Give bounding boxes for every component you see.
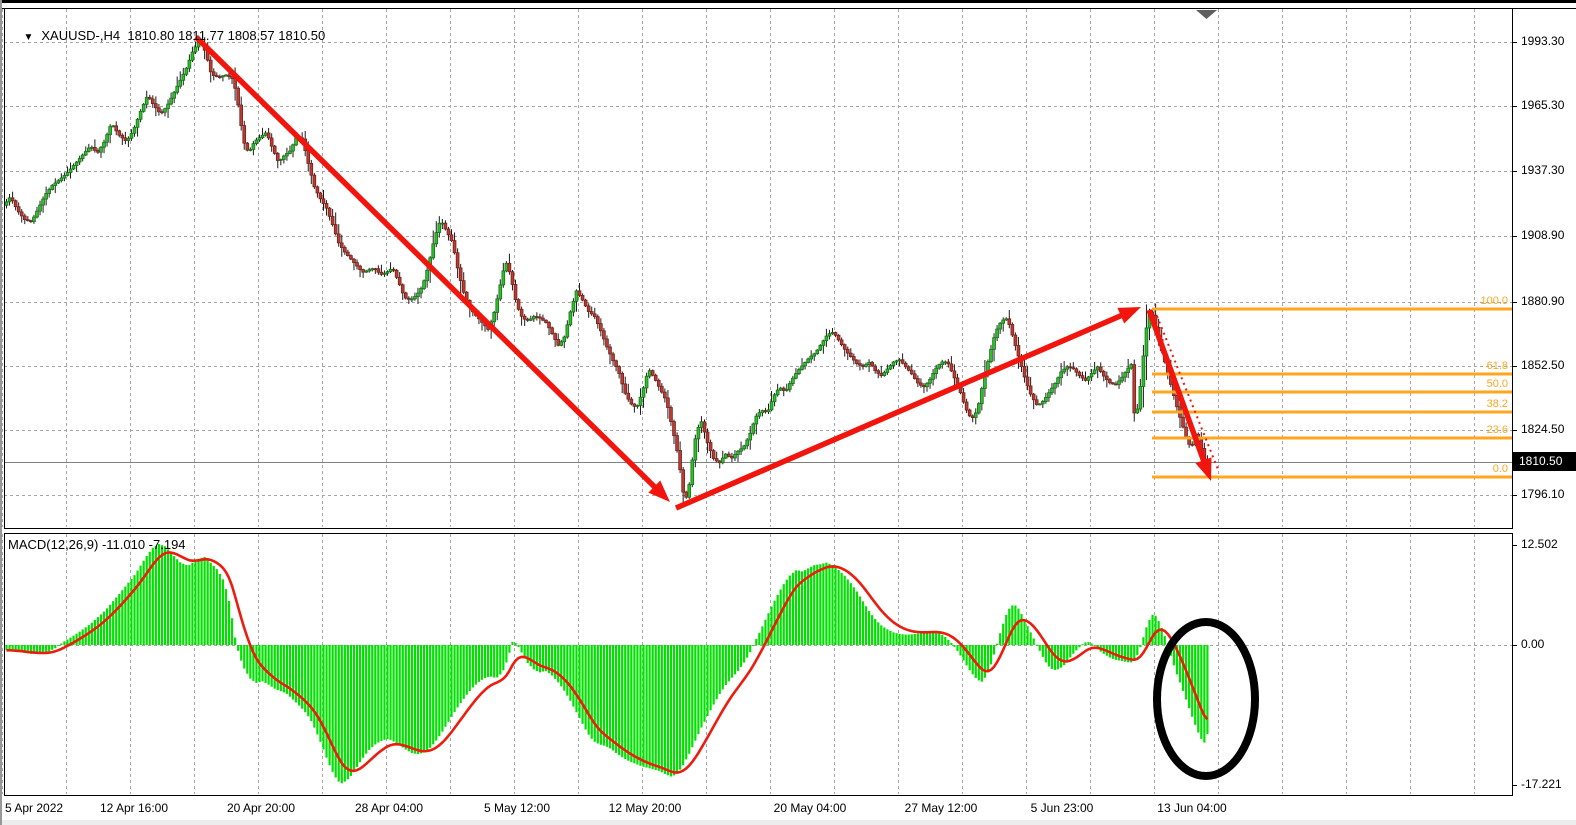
price-axis-label: 1880.90 — [1521, 294, 1565, 308]
window-left-edge — [0, 0, 2, 825]
macd-signal-line — [6, 551, 1209, 774]
candles-layer — [4, 37, 1210, 503]
fib-level-label: 38.2 — [1486, 398, 1508, 410]
macd-axis-label: -17.221 — [1521, 777, 1562, 791]
plot-borders — [4, 8, 1517, 800]
macd-axis-label: 0.00 — [1521, 637, 1545, 651]
price-axis-label: 1993.30 — [1521, 34, 1565, 48]
time-axis-label: 5 May 12:00 — [483, 801, 551, 815]
uptrend-arrow[interactable] — [674, 307, 1141, 511]
price-axis-label: 1796.10 — [1521, 487, 1565, 501]
downtrend-arrow[interactable] — [194, 35, 670, 502]
price-axis-label: 1908.90 — [1521, 228, 1565, 242]
time-axis[interactable]: 5 Apr 2022 12 Apr 16:00 20 Apr 20:00 28 Apr… — [0, 796, 1576, 820]
time-axis-label: 20 Apr 20:00 — [226, 801, 296, 815]
ohlc-low: 1808.57 — [227, 28, 275, 43]
price-axis-label: 1965.30 — [1521, 98, 1565, 112]
fib-level-label: 23.6 — [1486, 424, 1508, 436]
time-axis-label: 5 Jun 23:00 — [1030, 801, 1094, 815]
dotted-trendline[interactable] — [1156, 315, 1220, 473]
grid-layer — [2, 9, 1512, 794]
time-axis-label: 28 Apr 04:00 — [354, 801, 424, 815]
fibonacci-layer — [1152, 307, 1512, 479]
macd-axis-label: 12.502 — [1521, 537, 1558, 551]
macd-values: -11.010 -7.194 — [101, 537, 186, 552]
time-axis-label: 13 Jun 04:00 — [1157, 801, 1227, 815]
current-price-box: 1810.50 — [1513, 452, 1576, 471]
macd-label: MACD(12,26,9) — [8, 537, 99, 552]
fib-level-label: 61.8 — [1486, 360, 1508, 372]
window-bottom-edge — [0, 820, 1576, 825]
price-axis[interactable]: 1993.30 1965.30 1937.30 1908.90 1880.90 1852.… — [1512, 0, 1576, 796]
ohlc-open: 1810.80 — [127, 28, 175, 43]
price-axis-label: 1824.50 — [1521, 422, 1565, 436]
chevron-down-icon: ▼ — [23, 32, 34, 43]
ohlc-high: 1811.77 — [177, 28, 224, 43]
price-axis-label: 1852.50 — [1521, 358, 1565, 372]
time-axis-label: 12 Apr 16:00 — [99, 801, 169, 815]
time-axis-label: 5 Apr 2022 — [5, 801, 64, 815]
scroll-position-icon — [1196, 10, 1217, 19]
time-axis-label: 27 May 12:00 — [904, 801, 978, 815]
macd-layer — [5, 544, 1209, 784]
annotations-layer — [194, 35, 1259, 780]
macd-highlight-ellipse[interactable] — [1153, 618, 1259, 780]
ohlc-close: 1810.50 — [278, 28, 326, 43]
time-axis-label: 20 May 04:00 — [773, 801, 847, 815]
time-axis-label: 12 May 20:00 — [608, 801, 682, 815]
symbol-header: ▼ XAUUSD-,H4 1810.80 1811.77 1808.57 1810… — [9, 13, 325, 58]
symbol-label: XAUUSD-,H4 — [41, 28, 121, 43]
fib-level-label: 50.0 — [1486, 378, 1508, 390]
price-axis-label: 1937.30 — [1521, 163, 1565, 177]
fib-level-label: 0.0 — [1492, 463, 1508, 475]
fib-level-label: 100.0 — [1480, 295, 1508, 307]
macd-header: MACD(12,26,9) -11.010 -7.194 — [8, 537, 186, 552]
breakdown-arrow[interactable] — [1146, 309, 1212, 481]
